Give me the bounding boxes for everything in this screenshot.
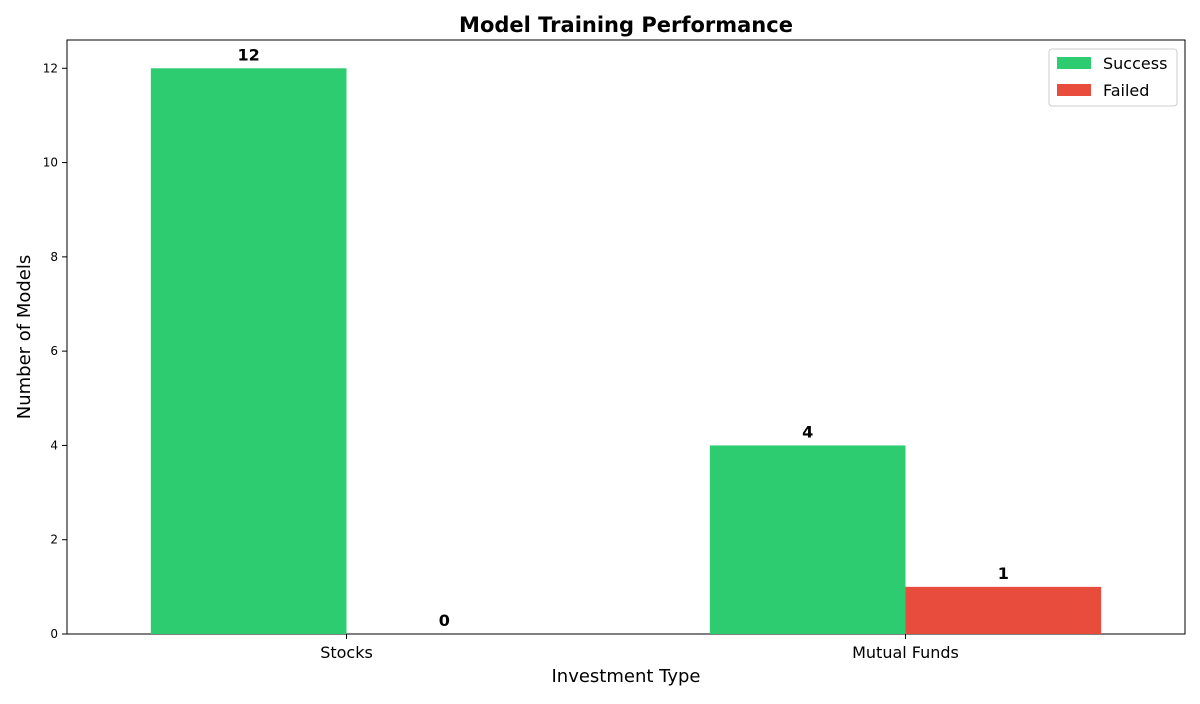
data-label: 0 — [439, 611, 450, 630]
y-tick-label: 4 — [50, 438, 58, 452]
data-label: 4 — [802, 422, 813, 441]
data-label: 12 — [238, 45, 260, 64]
legend: Success Failed — [1048, 48, 1178, 107]
y-tick-label: 6 — [50, 344, 58, 358]
y-tick-label: 10 — [43, 156, 58, 170]
x-axis-label: Investment Type — [551, 666, 700, 687]
y-tick-label: 8 — [50, 250, 58, 264]
legend-swatch-success — [1057, 57, 1091, 69]
y-axis: 0 2 4 6 8 10 12 — [43, 61, 67, 641]
legend-label-failed: Failed — [1103, 81, 1149, 100]
plot-area-frame — [66, 39, 1186, 635]
y-tick-label: 2 — [50, 533, 58, 547]
x-tick-label: Stocks — [320, 643, 373, 662]
y-tick-label: 0 — [50, 627, 58, 641]
legend-label-success: Success — [1103, 54, 1167, 73]
bar-failed — [905, 586, 1102, 634]
data-labels-group: 12 0 4 1 — [238, 45, 1009, 630]
legend-swatch-failed — [1057, 84, 1091, 96]
x-axis: Stocks Mutual Funds — [320, 634, 959, 662]
chart-title: Model Training Performance — [459, 13, 793, 37]
bar-success — [150, 68, 347, 635]
bar-success — [709, 445, 906, 634]
y-axis-label: Number of Models — [14, 255, 35, 420]
data-label: 1 — [998, 564, 1009, 583]
bars-group — [150, 68, 1102, 635]
y-tick-label: 12 — [43, 61, 58, 75]
x-tick-label: Mutual Funds — [852, 643, 959, 662]
